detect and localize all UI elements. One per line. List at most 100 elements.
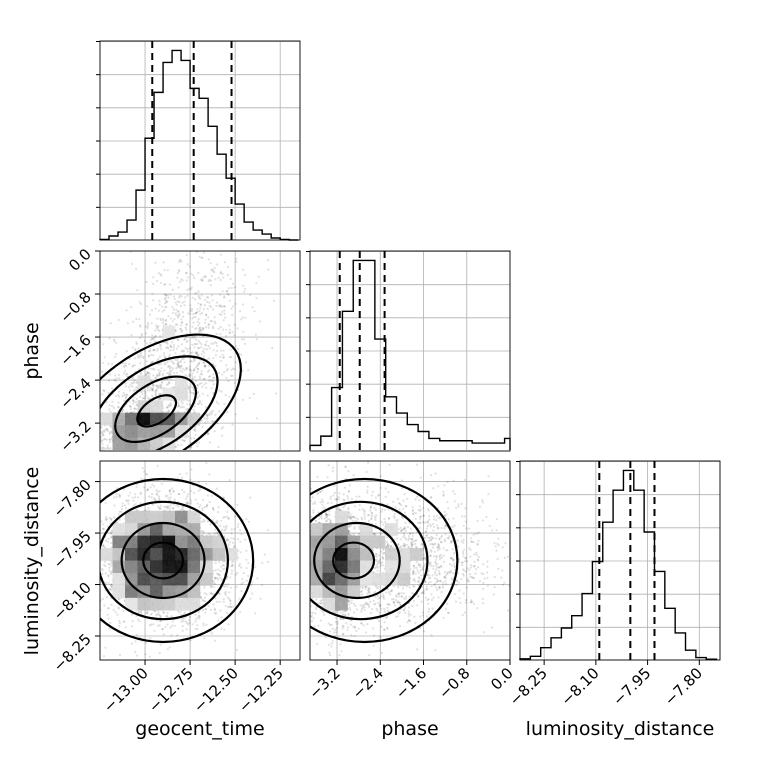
scatter-point — [108, 373, 112, 376]
scatter-point — [202, 307, 205, 311]
scatter-point — [105, 401, 108, 404]
scatter-point — [161, 380, 164, 384]
scatter-point — [123, 366, 126, 369]
scatter-point — [225, 524, 228, 528]
scatter-point — [171, 463, 173, 465]
scatter-point — [59, 461, 61, 463]
scatter-point — [151, 292, 154, 295]
scatter-point — [229, 277, 232, 280]
scatter-point — [167, 383, 170, 386]
scatter-point — [233, 323, 236, 326]
scatter-point — [172, 235, 174, 237]
scatter-point — [164, 456, 166, 458]
scatter-point — [156, 373, 159, 376]
scatter-point — [212, 593, 215, 596]
scatter-point — [245, 361, 248, 364]
scatter-point — [211, 519, 215, 522]
scatter-point — [199, 596, 203, 599]
scatter-point — [188, 375, 191, 378]
scatter-point — [178, 611, 181, 614]
scatter-point — [179, 280, 182, 283]
scatter-point — [152, 348, 156, 351]
scatter-point — [132, 504, 135, 507]
scatter-point — [110, 584, 113, 587]
scatter-point — [186, 402, 189, 406]
scatter-point — [196, 311, 199, 314]
scatter-point — [198, 329, 201, 332]
scatter-point — [102, 543, 105, 547]
scatter-point — [214, 225, 216, 227]
scatter-point — [38, 428, 40, 430]
scatter-point — [202, 530, 205, 533]
scatter-point — [219, 305, 222, 308]
scatter-point — [115, 467, 117, 469]
scatter-point — [267, 268, 270, 271]
scatter-point — [199, 306, 202, 309]
scatter-point — [107, 575, 110, 578]
scatter-point — [192, 408, 195, 411]
scatter-point — [162, 455, 164, 457]
scatter-point — [225, 290, 228, 293]
scatter-point — [177, 492, 180, 496]
density-cell — [125, 425, 138, 438]
scatter-point — [168, 365, 171, 368]
scatter-point — [131, 365, 134, 368]
scatter-point — [107, 447, 110, 450]
scatter-point — [216, 576, 219, 580]
scatter-point — [104, 515, 108, 518]
scatter-point — [186, 288, 189, 291]
scatter-point — [119, 475, 121, 477]
scatter-point — [125, 499, 128, 502]
scatter-point — [203, 351, 206, 354]
scatter-point — [198, 361, 201, 364]
scatter-point — [145, 489, 148, 492]
scatter-point — [159, 392, 162, 395]
scatter-point — [201, 311, 204, 315]
scatter-point — [123, 393, 126, 397]
scatter-point — [102, 527, 105, 531]
scatter-point — [183, 304, 186, 307]
scatter-point — [203, 377, 206, 380]
scatter-point — [191, 325, 194, 328]
scatter-point — [211, 632, 214, 635]
scatter-point — [212, 308, 215, 311]
scatter-point — [195, 251, 198, 253]
scatter-point — [172, 236, 174, 238]
scatter-point — [134, 496, 137, 499]
scatter-point — [139, 302, 142, 306]
scatter-point — [167, 365, 170, 369]
scatter-point — [194, 312, 197, 315]
scatter-point — [219, 278, 222, 282]
scatter-point — [185, 328, 188, 331]
scatter-point — [206, 417, 209, 420]
scatter-point — [157, 505, 160, 508]
scatter-point — [194, 342, 197, 345]
scatter-point — [176, 338, 179, 342]
scatter-point — [149, 367, 153, 370]
scatter-point — [160, 456, 162, 458]
scatter-point — [164, 362, 167, 365]
scatter-point — [95, 567, 97, 569]
scatter-point — [183, 611, 186, 614]
scatter-point — [224, 593, 227, 596]
scatter-point — [199, 341, 202, 344]
scatter-point — [151, 388, 154, 391]
scatter-point — [217, 327, 220, 330]
scatter-point — [206, 433, 209, 436]
scatter-point — [233, 286, 237, 289]
scatter-point — [215, 400, 218, 403]
scatter-point — [202, 361, 205, 364]
scatter-point — [90, 452, 92, 454]
scatter-point — [159, 643, 162, 646]
scatter-point — [178, 270, 181, 273]
scatter-point — [130, 381, 133, 384]
scatter-point — [177, 401, 180, 404]
joint-body — [38, 225, 300, 477]
scatter-point — [115, 453, 117, 455]
scatter-point — [179, 328, 182, 331]
scatter-point — [120, 510, 123, 513]
scatter-point — [225, 369, 228, 372]
scatter-point — [134, 651, 137, 654]
scatter-point — [188, 368, 191, 371]
scatter-point — [176, 359, 179, 362]
